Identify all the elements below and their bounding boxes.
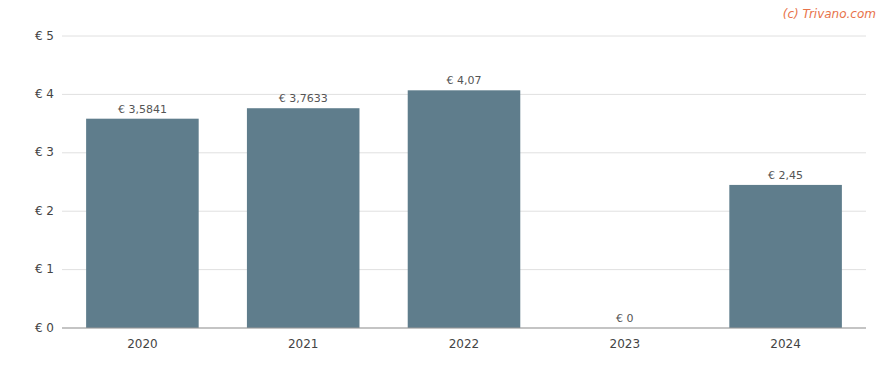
y-tick-label: € 4 [35, 87, 54, 101]
y-axis: € 0 € 1 € 2 € 3 € 4 € 5 [35, 29, 866, 335]
watermark: (c) Trivano.com [783, 7, 876, 21]
x-axis: 2020 2021 2022 2023 2024 [62, 328, 866, 351]
bar [729, 185, 842, 328]
chart-container: € 0 € 1 € 2 € 3 € 4 € 5 2020 2021 2022 2023 2024 € … [0, 0, 888, 370]
data-label: € 0 [616, 312, 634, 325]
data-label: € 3,7633 [279, 92, 328, 105]
bars [86, 90, 842, 328]
bar [247, 108, 360, 328]
y-tick-label: € 5 [35, 29, 54, 43]
x-tick-label: 2020 [127, 337, 158, 351]
data-labels: € 3,5841 € 3,7633 € 4,07 € 0 € 2,45 [118, 74, 803, 325]
data-label: € 2,45 [768, 169, 803, 182]
x-axis-line [62, 328, 866, 329]
data-label: € 4,07 [447, 74, 482, 87]
x-tick-label: 2022 [449, 337, 480, 351]
grid-line [62, 36, 866, 37]
x-tick-label: 2021 [288, 337, 319, 351]
bar [86, 119, 199, 328]
grid-line [62, 328, 866, 329]
bar [408, 90, 521, 328]
data-label: € 3,5841 [118, 103, 167, 116]
x-tick-label: 2023 [610, 337, 641, 351]
y-tick-label: € 0 [35, 321, 54, 335]
y-tick-label: € 3 [35, 145, 54, 159]
y-tick-label: € 1 [35, 262, 54, 276]
y-tick-label: € 2 [35, 204, 54, 218]
x-tick-label: 2024 [770, 337, 801, 351]
chart: € 0 € 1 € 2 € 3 € 4 € 5 2020 2021 2022 2023 2024 € … [0, 0, 888, 370]
